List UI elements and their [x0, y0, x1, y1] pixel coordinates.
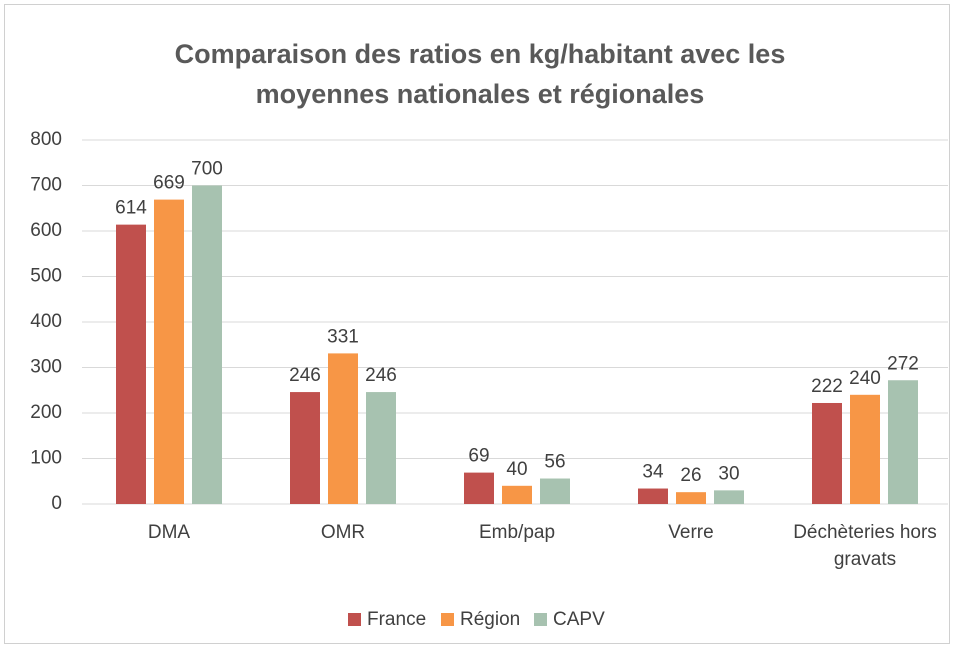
data-label: 56 — [544, 452, 565, 473]
data-label: 34 — [642, 462, 664, 483]
bar — [812, 402, 842, 504]
bar — [714, 490, 744, 504]
data-label: 246 — [289, 365, 321, 386]
legend-label: CAPV — [553, 609, 605, 630]
legend-swatch — [534, 613, 547, 626]
bar — [638, 488, 668, 504]
legend-label: Région — [460, 609, 520, 630]
bar — [888, 380, 918, 504]
x-tick-label: OMR — [320, 522, 366, 543]
data-label: 240 — [849, 368, 881, 389]
data-label: 222 — [811, 376, 843, 397]
y-tick-label: 300 — [30, 357, 62, 378]
bar — [116, 224, 146, 504]
data-label: 26 — [680, 465, 701, 486]
bar — [192, 185, 222, 504]
y-tick-label: 0 — [51, 493, 62, 514]
data-label: 272 — [887, 353, 919, 374]
data-label: 40 — [506, 459, 527, 480]
data-label: 614 — [115, 198, 147, 219]
data-label: 331 — [327, 326, 359, 347]
x-tick-label: Déchèteries hors gravats — [793, 522, 937, 570]
bar — [328, 353, 358, 504]
bar — [464, 472, 494, 504]
data-label: 246 — [365, 365, 397, 386]
x-tick-label: Emb/pap — [478, 522, 556, 543]
bar — [366, 392, 396, 504]
data-label: 30 — [718, 463, 739, 484]
data-label: 669 — [153, 173, 185, 194]
y-tick-label: 200 — [30, 402, 62, 423]
bar — [154, 199, 184, 505]
y-tick-label: 600 — [30, 220, 62, 241]
chart-title: Comparaison des ratios en kg/habitant av… — [174, 39, 786, 109]
bar — [850, 394, 880, 504]
bar — [502, 485, 532, 504]
legend-swatch — [348, 613, 361, 626]
bar — [540, 478, 570, 504]
y-tick-label: 400 — [30, 311, 62, 332]
data-label: 700 — [191, 159, 223, 180]
bar — [290, 392, 320, 504]
legend-swatch — [441, 613, 454, 626]
bar — [676, 492, 706, 504]
y-tick-label: 100 — [30, 448, 62, 469]
x-tick-label: DMA — [147, 522, 191, 543]
x-tick-label: Verre — [668, 522, 714, 543]
y-tick-label: 500 — [30, 266, 62, 287]
data-label: 69 — [468, 446, 489, 467]
y-tick-label: 700 — [30, 175, 62, 196]
legend-label: France — [367, 609, 426, 630]
y-tick-label: 800 — [30, 129, 62, 150]
